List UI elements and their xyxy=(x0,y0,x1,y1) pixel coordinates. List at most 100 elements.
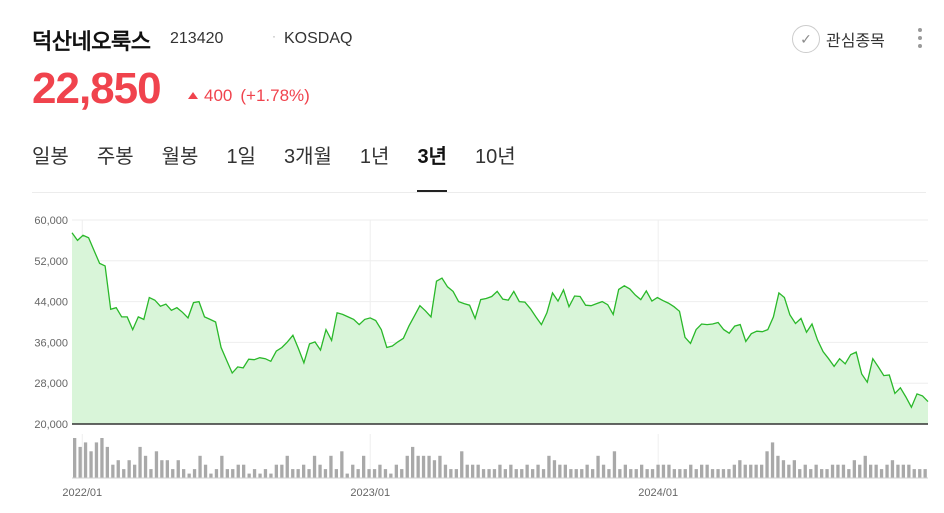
volume-bar xyxy=(912,469,916,478)
volume-bar xyxy=(858,464,862,478)
volume-bar xyxy=(650,469,655,478)
volume-bar xyxy=(225,469,229,478)
volume-bar xyxy=(612,451,617,478)
volume-bar xyxy=(400,469,404,478)
volume-bar xyxy=(645,469,649,478)
tab-2[interactable]: 월봉 xyxy=(161,146,199,168)
volume-bar xyxy=(825,469,829,478)
volume-bar xyxy=(492,469,497,478)
volume-bar xyxy=(547,455,551,478)
volume-bar xyxy=(498,464,502,478)
volume-bar xyxy=(192,469,197,478)
y-tick-label: 60,000 xyxy=(34,215,68,227)
change-amount: 400 xyxy=(204,86,233,105)
x-tick-label: 2024/01 xyxy=(638,487,678,499)
tab-6[interactable]: 3년 xyxy=(417,140,447,192)
volume-bar xyxy=(591,469,595,478)
volume-bar xyxy=(438,455,442,478)
volume-bar xyxy=(334,469,338,478)
divider xyxy=(32,192,926,193)
volume-bar xyxy=(738,460,742,478)
volume-bar xyxy=(454,469,458,478)
volume-bar xyxy=(149,469,153,478)
volume-bar xyxy=(78,446,82,478)
tab-1[interactable]: 주봉 xyxy=(96,146,134,168)
volume-bar xyxy=(629,469,633,478)
volume-bar xyxy=(94,442,99,478)
volume-bar xyxy=(890,460,895,478)
volume-bar xyxy=(122,469,126,478)
volume-bar xyxy=(312,455,317,478)
volume-bar xyxy=(694,469,698,478)
price-area xyxy=(72,232,928,424)
volume-bar xyxy=(127,460,131,478)
volume-bar xyxy=(765,451,769,478)
volume-bar xyxy=(841,464,846,478)
tab-3[interactable]: 1일 xyxy=(226,146,256,168)
volume-bar xyxy=(700,464,704,478)
volume-bar xyxy=(514,469,518,478)
volume-bar xyxy=(372,469,377,478)
price-change: 400 (+1.78%) xyxy=(188,86,310,106)
volume-bar xyxy=(869,464,873,478)
volume-bar xyxy=(274,464,278,478)
volume-bar xyxy=(73,438,77,478)
volume-bar xyxy=(710,469,715,478)
volume-bar xyxy=(171,469,175,478)
volume-bar xyxy=(623,464,627,478)
volume-bar xyxy=(618,469,622,478)
more-vertical-icon[interactable] xyxy=(918,28,924,52)
volume-bar xyxy=(792,460,796,478)
volume-bar xyxy=(520,469,524,478)
volume-bar xyxy=(351,464,355,478)
volume-bar xyxy=(460,451,464,478)
volume-bar xyxy=(601,464,606,478)
volume-bar xyxy=(263,469,268,478)
volume-bar xyxy=(105,446,109,478)
volume-bar xyxy=(362,455,366,478)
volume-bar xyxy=(749,464,753,478)
volume-bar xyxy=(476,464,480,478)
market-name: KOSDAQ xyxy=(284,30,353,47)
volume-bar xyxy=(776,455,780,478)
volume-bar xyxy=(552,460,557,478)
volume-bar xyxy=(329,455,333,478)
stock-code: 213420 xyxy=(170,30,224,47)
volume-bar xyxy=(509,464,513,478)
volume-bar xyxy=(683,469,687,478)
volume-bar xyxy=(536,464,540,478)
volume-bar xyxy=(563,464,567,478)
y-tick-label: 28,000 xyxy=(34,378,68,390)
y-tick-label: 20,000 xyxy=(34,419,68,431)
volume-bar xyxy=(427,455,431,478)
volume-bar xyxy=(252,469,257,478)
volume-bar xyxy=(182,469,186,478)
volume-bar xyxy=(165,460,169,478)
volume-bar xyxy=(705,464,709,478)
volume-bar xyxy=(296,469,300,478)
tab-0[interactable]: 일봉 xyxy=(32,146,69,168)
volume-bar xyxy=(787,464,791,478)
tab-7[interactable]: 10년 xyxy=(474,146,516,168)
watchlist-button[interactable]: ✓ 관심종목 xyxy=(792,24,885,54)
volume-bar xyxy=(678,469,682,478)
volume-bar xyxy=(285,455,289,478)
volume-bar xyxy=(214,469,219,478)
volume-bar xyxy=(574,469,578,478)
volume-bar xyxy=(885,464,889,478)
volume-bar xyxy=(672,469,676,478)
volume-bar xyxy=(269,473,273,478)
volume-bar xyxy=(83,442,88,478)
tab-5[interactable]: 1년 xyxy=(359,146,390,168)
tab-4[interactable]: 3개월 xyxy=(283,146,332,168)
volume-bar xyxy=(525,464,529,478)
volume-bar xyxy=(580,469,584,478)
volume-bar xyxy=(154,451,159,478)
volume-bar xyxy=(242,464,246,478)
volume-bar xyxy=(405,455,409,478)
volume-bar xyxy=(187,473,191,478)
volume-bar xyxy=(111,464,115,478)
volume-bar xyxy=(667,464,671,478)
volume-bar xyxy=(847,469,851,478)
